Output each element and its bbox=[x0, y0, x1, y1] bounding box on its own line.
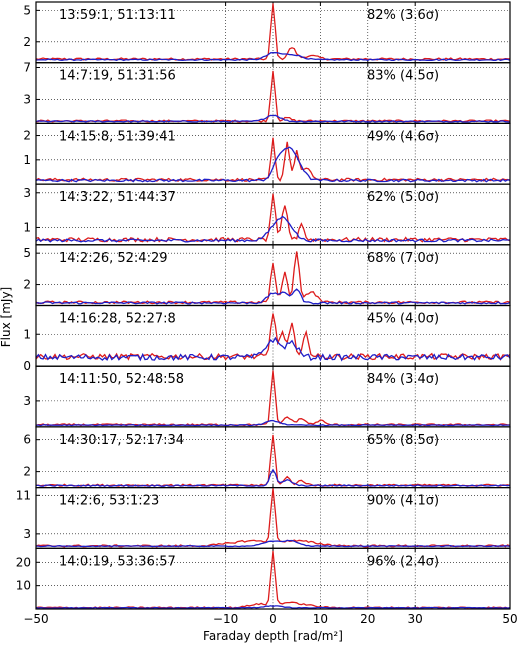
y-tick-label: 10 bbox=[16, 579, 31, 593]
panel-10: 10 20 14:0:19, 53:36:57 96% (2.4σ) bbox=[16, 547, 511, 610]
panel-3: 1 2 14:15:8, 51:39:41 49% (4.6σ) bbox=[23, 122, 511, 185]
y-tick-label: 1 bbox=[23, 220, 31, 234]
x-tick-label: 0 bbox=[269, 612, 277, 626]
panel-position-label: 14:11:50, 52:48:58 bbox=[59, 372, 184, 387]
y-tick-label: 7 bbox=[23, 60, 31, 74]
y-tick-label: 2 bbox=[23, 35, 31, 49]
blue-spectrum-line bbox=[35, 146, 511, 183]
blue-spectrum-line bbox=[35, 605, 511, 609]
panel-position-label: 14:30:17, 52:17:34 bbox=[59, 433, 184, 448]
blue-spectrum-line bbox=[35, 114, 511, 123]
panel-position-label: 14:0:19, 53:36:57 bbox=[59, 554, 176, 569]
y-tick-label: 3 bbox=[23, 186, 31, 200]
panel-fraction-label: 90% (4.1σ) bbox=[367, 494, 439, 509]
y-tick-label: 2 bbox=[23, 465, 31, 479]
panel-fraction-label: 65% (8.5σ) bbox=[367, 433, 439, 448]
y-tick-label: 0 bbox=[23, 359, 31, 373]
panel-fraction-label: 96% (2.4σ) bbox=[367, 554, 439, 569]
panel-fraction-label: 49% (4.6σ) bbox=[367, 129, 439, 144]
blue-spectrum-line bbox=[35, 51, 511, 62]
y-tick-label: 1 bbox=[23, 153, 31, 167]
panel-8: 2 6 14:30:17, 52:17:34 65% (8.5σ) bbox=[23, 426, 511, 489]
panel-frame bbox=[35, 547, 511, 610]
blue-spectrum-line bbox=[36, 468, 511, 487]
panel-2: 3 7 14:7:19, 51:31:56 83% (4.5σ) bbox=[23, 60, 511, 125]
y-axis-label: Flux [mJy] bbox=[0, 287, 13, 347]
x-tick-label: 50 bbox=[502, 612, 517, 626]
panel-9: 3 11 14:2:6, 53:1:23 90% (4.1σ) bbox=[16, 487, 511, 549]
panel-7: 3 14:11:50, 52:48:58 84% (3.4σ) bbox=[23, 365, 511, 428]
panel-fraction-label: 82% (3.6σ) bbox=[367, 8, 439, 23]
blue-spectrum-line bbox=[36, 539, 511, 548]
red-spectrum-line bbox=[35, 488, 511, 548]
panel-position-label: 14:2:26, 52:4:29 bbox=[59, 251, 168, 266]
blue-spectrum-line bbox=[35, 288, 511, 305]
y-tick-label: 6 bbox=[23, 433, 31, 447]
x-tick-label: 30 bbox=[408, 612, 423, 626]
panel-1: 2 5 13:59:1, 51:13:11 82% (3.6σ) bbox=[23, 1, 511, 64]
panel-position-label: 14:2:6, 53:1:23 bbox=[59, 494, 159, 509]
panel-fraction-label: 84% (3.4σ) bbox=[367, 372, 439, 387]
panel-4: 1 3 14:3:22, 51:44:37 62% (5.0σ) bbox=[23, 183, 511, 246]
y-tick-label: 2 bbox=[23, 278, 31, 292]
x-tick-label: 20 bbox=[360, 612, 375, 626]
panel-position-label: 13:59:1, 51:13:11 bbox=[59, 8, 176, 23]
x-tick-labels: −50 −10 0 10 20 30 50 bbox=[23, 612, 517, 626]
red-spectrum-line bbox=[35, 370, 510, 427]
y-tick-label: 2 bbox=[23, 129, 31, 143]
y-tick-label: 3 bbox=[23, 527, 31, 541]
blue-spectrum-line bbox=[35, 419, 510, 427]
panel-fraction-label: 68% (7.0σ) bbox=[367, 251, 439, 266]
x-axis-label: Faraday depth [rad/m²] bbox=[203, 629, 343, 643]
blue-spectrum-line bbox=[35, 215, 510, 243]
y-tick-label: 5 bbox=[23, 3, 31, 17]
panel-position-label: 14:3:22, 51:44:37 bbox=[59, 190, 176, 205]
y-tick-label: 5 bbox=[23, 246, 31, 260]
y-tick-label: 3 bbox=[23, 92, 31, 106]
panel-fraction-label: 45% (4.0σ) bbox=[367, 312, 439, 327]
x-tick-label: −10 bbox=[213, 612, 238, 626]
panel-position-label: 14:16:28, 52:27:8 bbox=[59, 312, 176, 327]
panel-fraction-label: 83% (4.5σ) bbox=[367, 69, 439, 84]
panels-group: 2 5 13:59:1, 51:13:11 82% (3.6σ) 3 7 14:7:19, … bbox=[16, 1, 511, 610]
panel-position-label: 14:15:8, 51:39:41 bbox=[59, 129, 176, 144]
x-tick-label: 10 bbox=[313, 612, 328, 626]
blue-spectrum-line bbox=[35, 336, 511, 362]
y-tick-label: 20 bbox=[16, 555, 31, 569]
x-tick-label: −50 bbox=[23, 612, 48, 626]
y-tick-label: 3 bbox=[23, 394, 31, 408]
panel-fraction-label: 62% (5.0σ) bbox=[367, 190, 439, 205]
y-tick-label: 1 bbox=[23, 327, 31, 341]
panel-6: 0 1 14:16:28, 52:27:8 45% (4.0σ) bbox=[23, 304, 511, 373]
panel-position-label: 14:7:19, 51:31:56 bbox=[59, 69, 176, 84]
red-spectrum-line bbox=[35, 193, 511, 243]
panel-5: 2 5 14:2:26, 52:4:29 68% (7.0σ) bbox=[23, 244, 511, 307]
y-tick-label: 11 bbox=[16, 488, 31, 502]
